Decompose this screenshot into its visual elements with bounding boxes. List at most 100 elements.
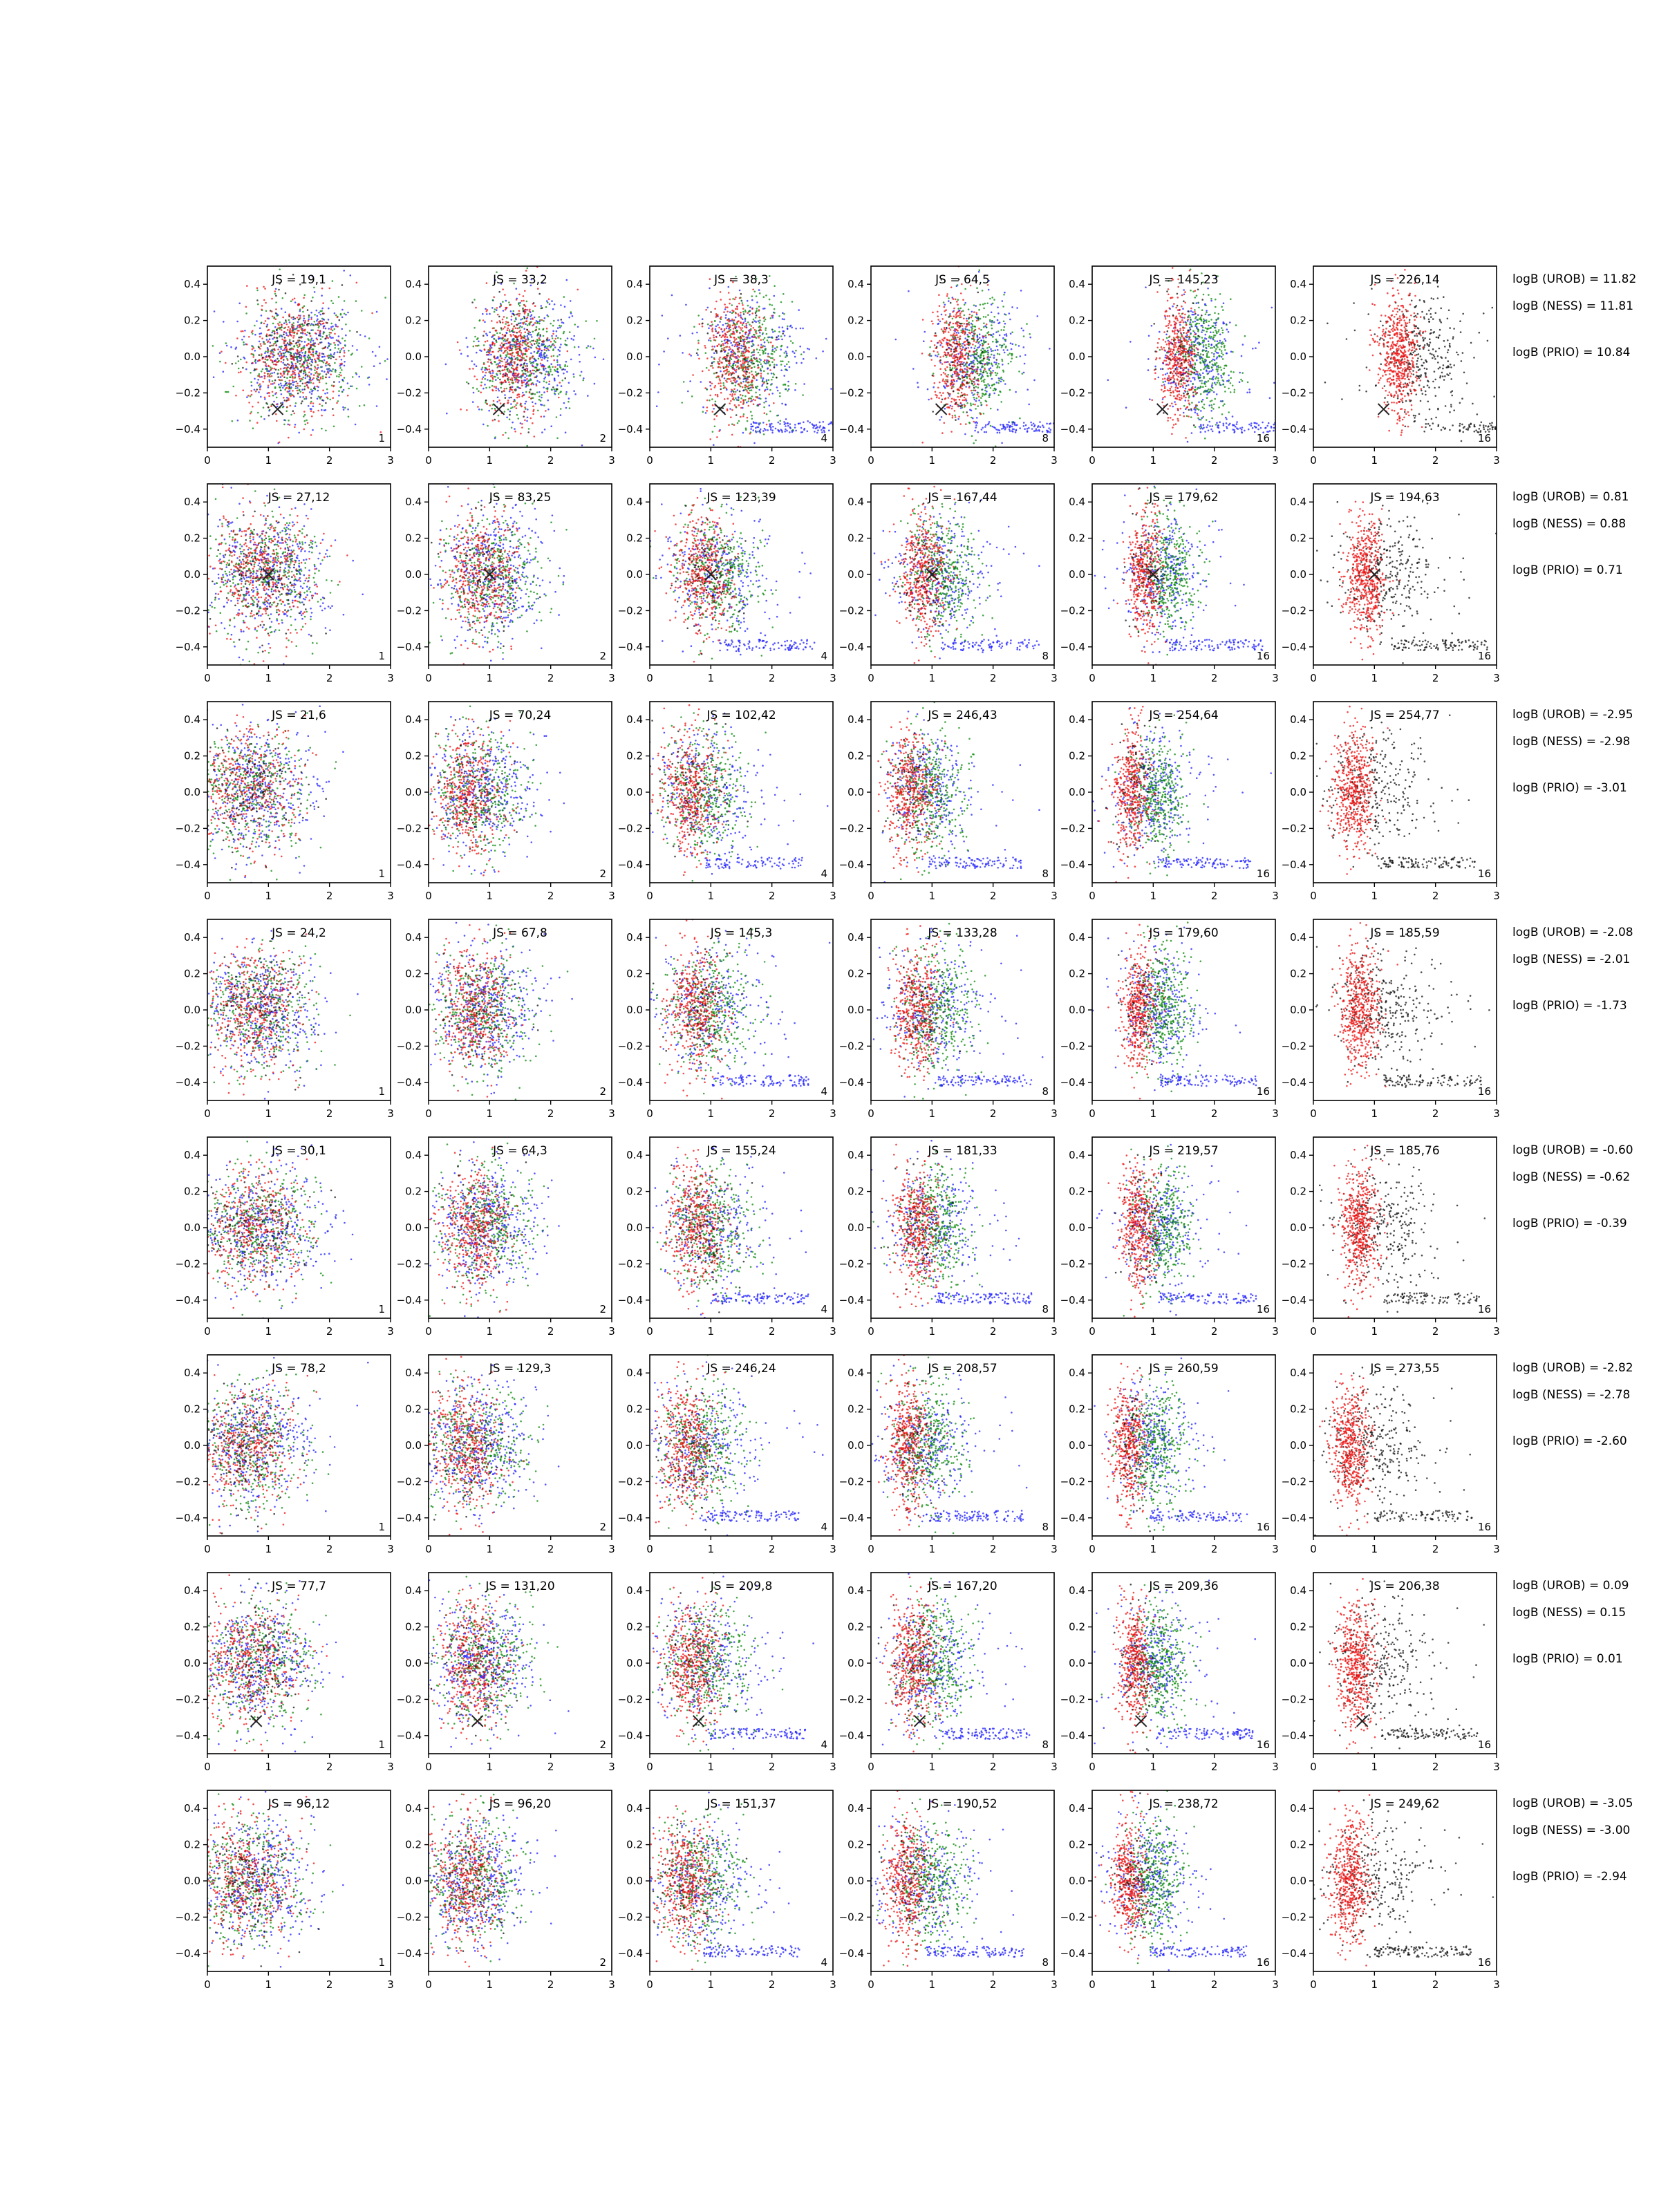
data-point [753, 327, 755, 329]
data-point [326, 362, 328, 364]
data-point [780, 335, 782, 337]
data-point [543, 386, 545, 388]
data-point [325, 377, 327, 379]
data-point [751, 395, 753, 397]
data-point [776, 377, 778, 379]
data-point [306, 362, 308, 364]
data-point [782, 318, 784, 320]
data-point [947, 374, 949, 376]
data-point [986, 362, 988, 364]
data-point [288, 315, 290, 317]
data-point [941, 395, 943, 397]
data-point [731, 351, 733, 353]
data-point [272, 383, 274, 385]
data-point [331, 371, 333, 373]
data-point [740, 317, 742, 319]
data-point [759, 349, 761, 351]
data-point [977, 367, 980, 369]
data-point [973, 340, 975, 342]
data-point [349, 330, 351, 332]
data-point [498, 388, 500, 390]
data-point [532, 402, 534, 404]
data-point [711, 329, 713, 331]
data-point [1024, 363, 1026, 365]
data-point [983, 379, 985, 382]
data-point [733, 391, 735, 393]
data-point [709, 438, 711, 440]
data-point [776, 415, 778, 417]
data-point [753, 366, 756, 368]
data-point [541, 359, 543, 361]
data-point [974, 348, 976, 350]
data-point [272, 395, 274, 397]
data-point [568, 317, 570, 319]
data-point [724, 386, 726, 388]
data-point [778, 335, 780, 337]
data-point [281, 329, 283, 331]
data-point [573, 390, 575, 392]
data-point [740, 397, 742, 400]
data-point [537, 410, 539, 412]
data-point [494, 311, 496, 313]
data-point [272, 344, 274, 346]
data-point [713, 339, 715, 341]
data-point [341, 369, 343, 371]
data-point [525, 401, 527, 403]
data-point [311, 393, 313, 395]
data-point [705, 309, 707, 311]
data-point [268, 355, 270, 357]
data-point [944, 387, 946, 389]
data-point [543, 358, 545, 360]
data-point [785, 418, 787, 420]
data-point [921, 442, 924, 444]
data-point [271, 345, 273, 347]
data-point [988, 421, 991, 423]
data-point [303, 317, 306, 319]
data-point [956, 380, 958, 382]
data-point [301, 389, 303, 391]
data-point [307, 366, 309, 368]
data-point [299, 385, 301, 387]
data-point [825, 338, 827, 340]
data-point [957, 332, 959, 334]
data-point [532, 370, 534, 372]
data-point [671, 294, 673, 297]
data-point [798, 423, 800, 425]
data-point [516, 314, 518, 316]
data-point [304, 420, 306, 422]
data-point [314, 291, 316, 293]
data-point [482, 335, 485, 337]
data-point [731, 409, 733, 411]
data-point [298, 315, 300, 317]
data-point [707, 307, 709, 309]
data-point [956, 332, 958, 334]
data-point [290, 331, 292, 333]
data-point [490, 354, 492, 356]
data-point [1003, 294, 1005, 296]
data-point [320, 314, 322, 316]
data-point [286, 334, 288, 336]
data-point [1002, 345, 1004, 347]
data-point [784, 335, 786, 337]
data-point [486, 351, 488, 353]
data-point [980, 371, 982, 373]
data-point [312, 355, 315, 357]
data-point [721, 348, 723, 350]
data-point [803, 351, 805, 353]
data-point [964, 371, 966, 373]
data-point [782, 330, 784, 332]
x-tick-label: 0 [425, 454, 432, 467]
data-point [999, 432, 1001, 434]
data-point [942, 318, 944, 320]
data-point [828, 429, 830, 431]
data-point [269, 381, 271, 383]
data-point [764, 428, 766, 430]
data-point [783, 375, 785, 377]
data-point [908, 290, 910, 292]
data-point [738, 404, 740, 406]
data-point [730, 400, 732, 402]
data-point [484, 321, 486, 324]
data-point [812, 424, 814, 427]
data-point [751, 415, 753, 417]
data-point [289, 379, 291, 382]
